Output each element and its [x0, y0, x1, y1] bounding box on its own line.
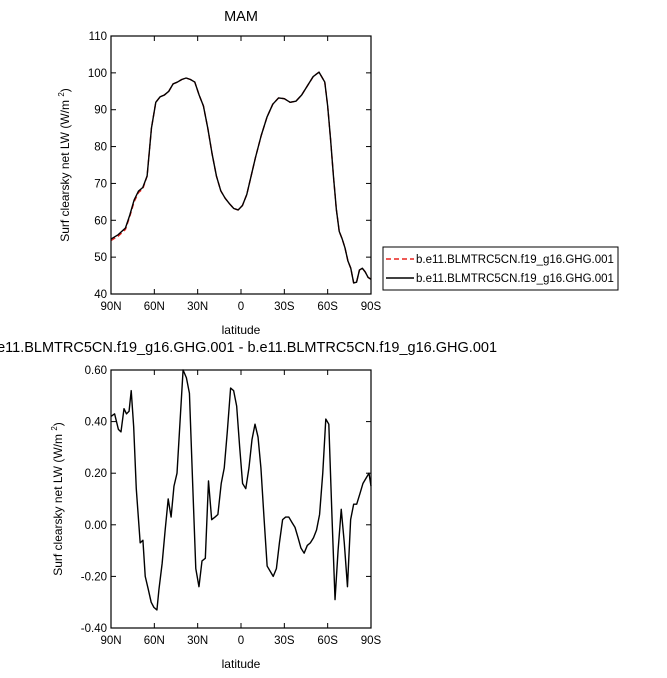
top-series-line-1: [110, 71, 372, 284]
top-y-axis-label-text: Surf clearsky net LW (W/m: [58, 100, 72, 242]
bottom-x-tick-label: 30N: [187, 635, 208, 647]
bottom-y-tick-label: -0.20: [81, 571, 107, 583]
bottom-y-tick-label: 0.20: [85, 468, 107, 480]
top-x-tick-label: 90S: [361, 301, 382, 313]
bottom-y-tick-label: -0.40: [81, 623, 107, 635]
top-x-axis-label: latitude: [222, 323, 261, 337]
top-plot-area: [110, 71, 372, 284]
top-x-tick-label: 60S: [317, 301, 338, 313]
legend-box: [382, 246, 619, 291]
bottom-chart-panel: b.e11.BLMTRC5CN.f19_g16.GHG.001 - b.e11.…: [0, 340, 497, 671]
bottom-x-tick-label: 30S: [274, 635, 295, 647]
top-x-tick-label: 30N: [187, 301, 208, 313]
bottom-y-tick-label: 0.60: [85, 365, 107, 377]
y-axis-label-superscript: 2: [57, 92, 66, 97]
bottom-x-axis: 90N 60N 30N 0 30S 60S 90S: [100, 370, 382, 647]
bottom-chart-title: b.e11.BLMTRC5CN.f19_g16.GHG.001 - b.e11.…: [0, 340, 497, 356]
top-y-tick-label: 40: [94, 289, 107, 301]
top-plot-frame: [110, 35, 372, 295]
y-axis-label-tail: ): [51, 422, 65, 426]
top-chart-title: MAM: [224, 9, 258, 25]
top-series-line-2: [110, 71, 372, 284]
y-axis-label-tail: ): [58, 88, 72, 92]
bottom-y-axis-label: Surf clearsky net LW (W/m 2): [50, 422, 65, 576]
bottom-plot-area: [110, 369, 372, 611]
legend-label-2: b.e11.BLMTRC5CN.f19_g16.GHG.001: [416, 273, 614, 285]
top-x-tick-label: 0: [238, 301, 244, 313]
bottom-x-tick-label: 60N: [144, 635, 165, 647]
bottom-y-axis: -0.40 -0.20 0.00 0.20 0.40 0.60: [81, 365, 371, 635]
bottom-x-tick-label: 60S: [317, 635, 338, 647]
top-x-axis: 90N 60N 30N 0 30S 60S 90S: [100, 36, 382, 313]
top-y-tick-label: 100: [88, 68, 107, 80]
top-y-tick-label: 60: [94, 215, 107, 227]
bottom-y-tick-label: 0.40: [85, 417, 107, 429]
legend: b.e11.BLMTRC5CN.f19_g16.GHG.001 b.e11.BL…: [382, 246, 619, 291]
y-axis-label-superscript: 2: [50, 426, 59, 431]
top-y-tick-label: 80: [94, 142, 107, 154]
bottom-plot-frame: [110, 369, 372, 629]
legend-label-1: b.e11.BLMTRC5CN.f19_g16.GHG.001: [416, 254, 614, 266]
bottom-x-tick-label: 0: [238, 635, 244, 647]
top-y-tick-label: 70: [94, 178, 107, 190]
top-chart-panel: MAM 90N 60N 30N 0 30S 60S 90S 40 50 60 70 80 90 100 1…: [57, 9, 382, 337]
bottom-x-tick-label: 90S: [361, 635, 382, 647]
top-y-axis: 40 50 60 70 80 90 100 110: [88, 31, 371, 301]
bottom-x-axis-label: latitude: [222, 657, 261, 671]
top-y-axis-label: Surf clearsky net LW (W/m 2): [57, 88, 72, 242]
top-x-tick-label: 90N: [100, 301, 121, 313]
top-y-tick-label: 90: [94, 105, 107, 117]
top-y-tick-label: 110: [89, 31, 107, 43]
bottom-y-tick-label: 0.00: [85, 520, 107, 532]
bottom-y-axis-label-text: Surf clearsky net LW (W/m: [51, 434, 65, 576]
top-y-tick-label: 50: [94, 252, 107, 264]
bottom-series-line-1: [110, 369, 372, 611]
bottom-x-tick-label: 90N: [100, 635, 121, 647]
top-x-tick-label: 60N: [144, 301, 165, 313]
top-x-tick-label: 30S: [274, 301, 295, 313]
